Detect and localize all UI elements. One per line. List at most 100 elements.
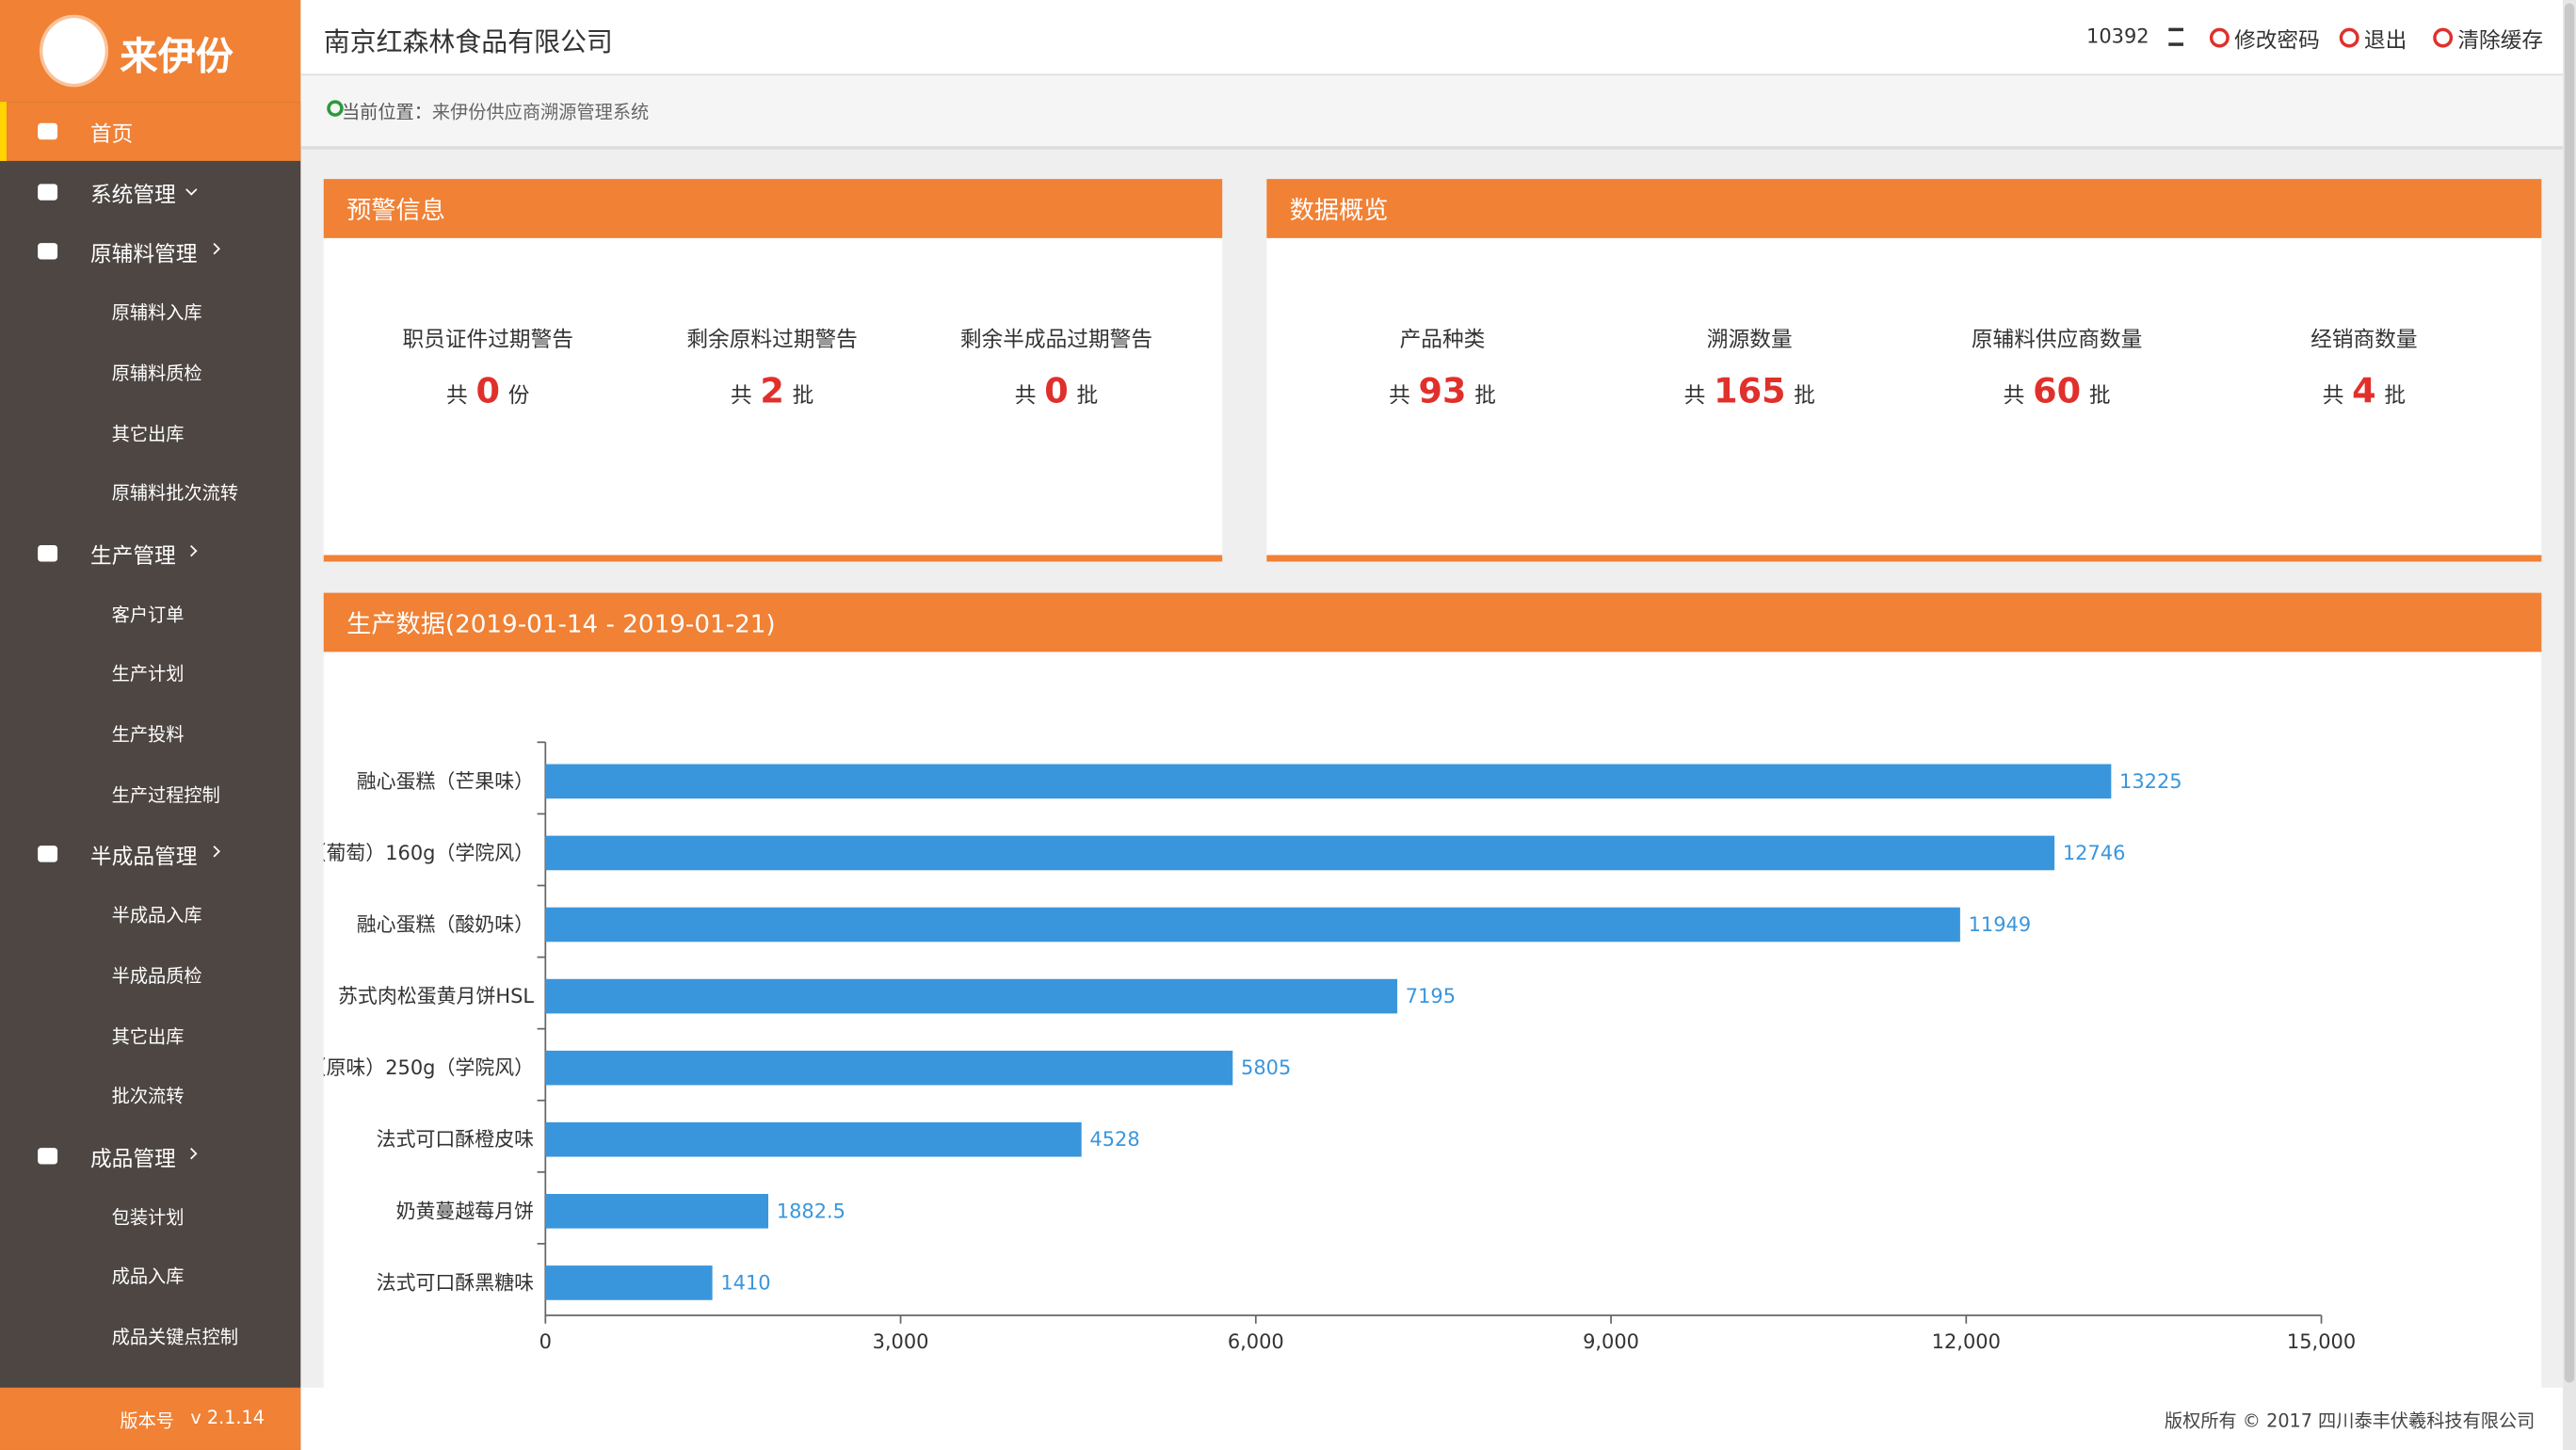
submenu-item[interactable]: 原辅料批次流转 bbox=[111, 483, 239, 505]
bar bbox=[545, 907, 1960, 942]
panel-bottom bbox=[323, 555, 1223, 562]
menu-item[interactable]: 生产管理 bbox=[89, 544, 176, 570]
bar bbox=[545, 1194, 769, 1229]
footer: 版权所有 © 2017 四川泰丰伏羲科技有限公司 bbox=[2164, 1410, 2536, 1432]
stat-prefix: 共 bbox=[1683, 384, 1706, 410]
version-bar bbox=[0, 1387, 301, 1450]
menu-item[interactable]: 系统管理 bbox=[89, 183, 176, 208]
y-tick-label: 法式可口酥橙皮味 bbox=[377, 1128, 534, 1151]
menu-item[interactable]: 原辅料管理 bbox=[89, 243, 198, 268]
submenu-item[interactable]: 其它出库 bbox=[111, 423, 185, 444]
bar bbox=[545, 1265, 713, 1300]
company-name: 南京红森林食品有限公司 bbox=[323, 25, 613, 58]
panel-bottom bbox=[1266, 555, 2542, 562]
menu-icon bbox=[38, 1147, 58, 1165]
x-tick-label: 9,000 bbox=[1583, 1330, 1639, 1353]
sidebar bbox=[0, 0, 301, 1450]
stat-label: 职员证件过期警告 bbox=[402, 328, 573, 353]
stat-unit: 批 bbox=[2384, 384, 2407, 410]
value-label: 1410 bbox=[720, 1271, 770, 1294]
stat-prefix: 共 bbox=[730, 384, 752, 410]
x-tick-label: 3,000 bbox=[873, 1330, 929, 1353]
stat-value: 93 bbox=[1418, 371, 1467, 411]
submenu-item[interactable]: 批次流转 bbox=[111, 1086, 185, 1107]
menu-icon bbox=[38, 544, 58, 562]
stat-prefix: 共 bbox=[1014, 384, 1037, 410]
menu-item[interactable]: 成品管理 bbox=[89, 1147, 176, 1173]
user-id: 10392 bbox=[2086, 24, 2149, 48]
stat-value: 2 bbox=[760, 371, 784, 411]
version: v 2.1.14 bbox=[190, 1407, 265, 1429]
stat-value: 4 bbox=[2352, 371, 2376, 411]
submenu-item[interactable]: 原辅料质检 bbox=[111, 362, 202, 384]
bar bbox=[545, 835, 2055, 871]
value-label: 13225 bbox=[2119, 770, 2182, 793]
submenu-item[interactable]: 成品入库 bbox=[111, 1266, 185, 1288]
submenu-item[interactable]: 包装计划 bbox=[111, 1206, 185, 1228]
stat-value: 0 bbox=[475, 371, 500, 411]
link-icon bbox=[2433, 27, 2454, 48]
logo-icon bbox=[39, 14, 109, 88]
bar bbox=[545, 1121, 1082, 1157]
stat-unit: 批 bbox=[1076, 384, 1099, 410]
value-label: 5805 bbox=[1241, 1056, 1291, 1079]
submenu-item[interactable]: 半成品入库 bbox=[111, 905, 202, 926]
submenu-item[interactable]: 客户订单 bbox=[111, 604, 185, 625]
panel-title: 预警信息 bbox=[346, 195, 445, 225]
header-link[interactable]: 修改密码 bbox=[2234, 29, 2320, 55]
menu-icon bbox=[38, 122, 58, 140]
stat-value: 165 bbox=[1714, 371, 1786, 411]
stat-unit: 批 bbox=[1794, 384, 1816, 410]
panel-header bbox=[323, 179, 1223, 238]
stat-label: 溯源数量 bbox=[1706, 328, 1793, 353]
value-label: 12746 bbox=[2063, 842, 2126, 864]
menu-toggle[interactable] bbox=[2168, 27, 2183, 46]
stat-unit: 份 bbox=[507, 384, 530, 410]
link-icon bbox=[2209, 27, 2230, 48]
stat-label: 剩余半成品过期警告 bbox=[959, 328, 1153, 353]
y-tick-label: 融心蛋糕（芒果味） bbox=[357, 770, 534, 793]
submenu-item[interactable]: 生产计划 bbox=[111, 664, 185, 685]
submenu-item[interactable]: 半成品质检 bbox=[111, 965, 202, 987]
value-label: 4528 bbox=[1089, 1128, 1139, 1151]
submenu-item[interactable]: 其它出库 bbox=[111, 1025, 185, 1047]
submenu-item[interactable]: 原辅料入库 bbox=[111, 302, 202, 324]
breadcrumb-path: 来伊份供应商溯源管理系统 bbox=[431, 102, 650, 123]
chart-header bbox=[323, 592, 2542, 652]
breadcrumb-bar bbox=[300, 75, 2564, 150]
menu-item[interactable]: 首页 bbox=[89, 122, 134, 148]
stat-label: 剩余原料过期警告 bbox=[686, 328, 858, 353]
active-marker bbox=[0, 102, 7, 161]
header-link[interactable]: 清除缓存 bbox=[2457, 29, 2544, 55]
submenu-item[interactable]: 成品关键点控制 bbox=[111, 1327, 239, 1348]
header-link[interactable]: 退出 bbox=[2363, 29, 2407, 55]
stat-prefix: 共 bbox=[446, 384, 468, 410]
panel-header bbox=[1266, 179, 2542, 238]
panel-title: 数据概览 bbox=[1289, 195, 1389, 225]
value-label: 7195 bbox=[1406, 985, 1456, 1007]
stat-label: 经销商数量 bbox=[2310, 328, 2418, 353]
stat-value: 60 bbox=[2033, 371, 2082, 411]
stat-row: 共 93 批 bbox=[1279, 371, 1607, 411]
menu-icon bbox=[38, 846, 58, 863]
menu-item[interactable]: 半成品管理 bbox=[89, 846, 198, 872]
value-label: 11949 bbox=[1969, 913, 2032, 936]
x-tick-label: 15,000 bbox=[2287, 1330, 2356, 1353]
chart: 0 3,000 6,000 9,000 12,000 15,000 融心蛋糕（芒果味） 132… bbox=[324, 741, 2356, 1353]
stat-value: 0 bbox=[1044, 371, 1069, 411]
chart-title: 生产数据(2019-01-14 - 2019-01-21) bbox=[346, 609, 776, 639]
stat-unit: 批 bbox=[2088, 384, 2111, 410]
location-pin bbox=[327, 100, 344, 117]
version-label: 版本号 bbox=[120, 1410, 174, 1432]
topbar bbox=[300, 0, 2564, 76]
submenu-item[interactable]: 生产过程控制 bbox=[111, 784, 220, 806]
value-label: 1882.5 bbox=[777, 1200, 845, 1222]
bar bbox=[545, 1050, 1233, 1086]
y-tick-label: 法式可口酥黑糖味 bbox=[377, 1271, 534, 1294]
submenu-item[interactable]: 生产投料 bbox=[111, 724, 185, 746]
link-icon bbox=[2339, 27, 2359, 48]
